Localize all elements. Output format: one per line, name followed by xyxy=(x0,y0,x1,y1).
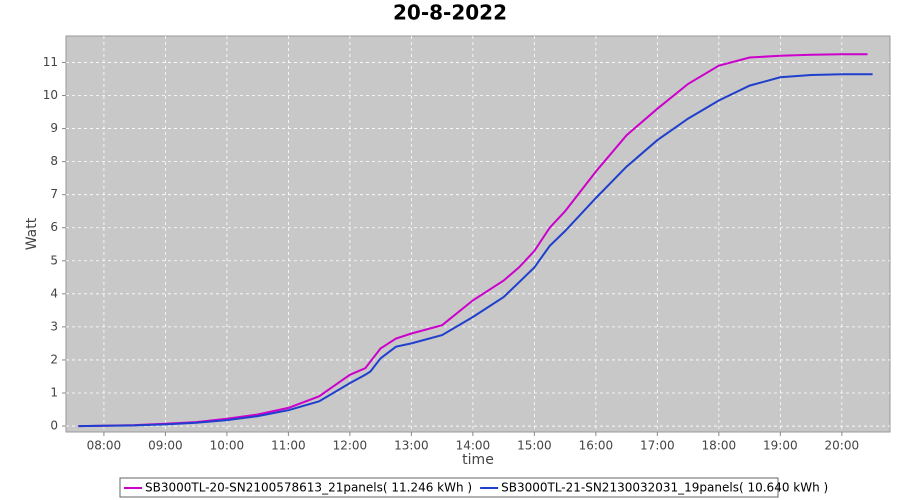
x-tick-label: 13:00 xyxy=(394,439,429,453)
y-tick-label: 3 xyxy=(50,319,58,333)
legend-label: SB3000TL-21-SN2130032031_19panels( 10.64… xyxy=(501,481,828,495)
plot-area xyxy=(65,35,891,433)
x-tick-label: 20:00 xyxy=(825,439,860,453)
y-tick-label: 5 xyxy=(50,253,58,267)
series-line xyxy=(78,53,868,428)
y-axis-label: Watt xyxy=(24,217,40,250)
y-tick-label: 0 xyxy=(50,419,58,433)
legend-label: SB3000TL-20-SN2100578613_21panels( 11.24… xyxy=(145,481,472,495)
legend xyxy=(119,477,779,498)
y-tick-label: 8 xyxy=(50,154,58,168)
y-tick-label: 9 xyxy=(50,121,58,135)
y-tick-label: 1 xyxy=(50,385,58,399)
y-tick-label: 2 xyxy=(50,352,58,366)
x-tick-label: 09:00 xyxy=(148,439,183,453)
y-tick-label: 6 xyxy=(50,220,58,234)
y-tick-label: 10 xyxy=(43,88,58,102)
x-tick-label: 08:00 xyxy=(87,439,122,453)
x-tick-label: 12:00 xyxy=(333,439,368,453)
chart-title: 20-8-2022 xyxy=(393,1,507,25)
y-tick-label: 4 xyxy=(50,286,58,300)
series-line xyxy=(78,73,873,428)
x-axis-label: time xyxy=(462,452,494,468)
x-tick-label: 14:00 xyxy=(456,439,491,453)
x-tick-label: 19:00 xyxy=(763,439,798,453)
x-tick-label: 11:00 xyxy=(271,439,306,453)
x-tick-label: 10:00 xyxy=(210,439,245,453)
x-tick-label: 15:00 xyxy=(517,439,552,453)
x-tick-label: 17:00 xyxy=(640,439,675,453)
y-tick-label: 7 xyxy=(50,187,58,201)
x-tick-label: 18:00 xyxy=(702,439,737,453)
y-tick-label: 11 xyxy=(43,55,58,69)
x-tick-label: 16:00 xyxy=(579,439,614,453)
